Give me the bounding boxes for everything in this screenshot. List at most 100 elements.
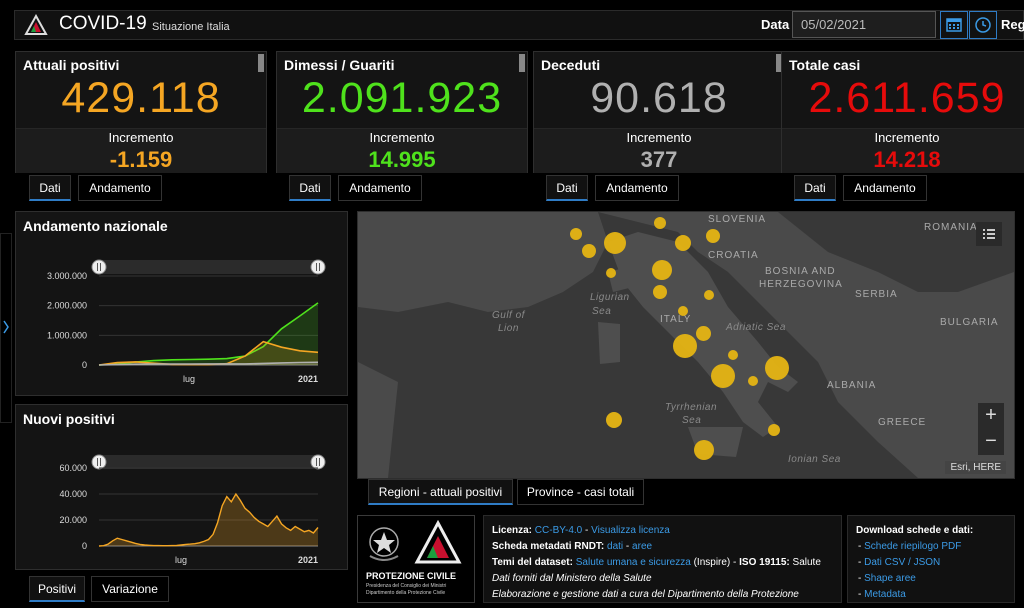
map-sea-label: Ionian Sea — [788, 454, 841, 465]
footer-logo-sub: Dipartimento della Protezione Civile — [366, 590, 446, 596]
y-tick-label: 0 — [82, 360, 87, 370]
map-sea-label: Adriatic Sea — [726, 322, 786, 333]
themes-link[interactable]: Salute umana e sicurezza — [575, 557, 691, 568]
map-bubble[interactable] — [765, 356, 789, 380]
download-pdf-link[interactable]: Schede riepilogo PDF — [864, 541, 962, 552]
map-bubble[interactable] — [654, 217, 666, 229]
download-item: - Schede riepilogo PDF — [858, 541, 962, 552]
y-tick-label: 60.000 — [59, 463, 87, 473]
protezione-civile-logo-icon — [24, 14, 48, 35]
license-link[interactable]: CC-BY-4.0 — [534, 525, 583, 536]
range-slider-handle[interactable] — [310, 454, 326, 470]
iso-value: Salute — [789, 557, 821, 568]
card-increment-label: Incremento — [108, 130, 174, 145]
side-panel-toggle[interactable] — [0, 233, 12, 423]
plus-icon: + — [985, 404, 997, 426]
map-bubble[interactable] — [704, 290, 714, 300]
range-slider-handle[interactable] — [91, 454, 107, 470]
y-tick-label: 1.000.000 — [47, 330, 87, 340]
chart-panel-nuovi-positivi: Nuovi positivi 0 20.000 40.000 60.000 lug 202… — [15, 404, 348, 570]
zoom-in-button[interactable]: + — [978, 403, 1004, 429]
y-tick-label: 3.000.000 — [47, 271, 87, 281]
tab-dati[interactable]: Dati — [29, 175, 71, 201]
clock-button[interactable] — [969, 11, 997, 39]
tab-regioni[interactable]: Regioni - attuali positivi — [368, 479, 513, 505]
map-bubble[interactable] — [606, 412, 622, 428]
map-bubble[interactable] — [673, 334, 697, 358]
card-title: Deceduti — [541, 57, 601, 73]
iso-label: ISO 19115: — [739, 557, 790, 568]
calendar-button[interactable] — [940, 11, 968, 39]
card-scrollbar[interactable] — [258, 54, 264, 72]
tab-positivi[interactable]: Positivi — [29, 576, 85, 602]
metadata-line: Scheda metadati RNDT: dati - aree — [492, 541, 652, 552]
tab-variazione[interactable]: Variazione — [91, 576, 169, 602]
map-bubble[interactable] — [768, 424, 780, 436]
metadata-aree-link[interactable]: aree — [632, 541, 653, 552]
card-increment-value: 377 — [640, 147, 678, 172]
x-tick-label: lug — [175, 555, 187, 565]
tab-andamento[interactable]: Andamento — [78, 175, 162, 201]
map-bubble[interactable] — [652, 260, 672, 280]
map-bubble[interactable] — [711, 364, 735, 388]
metadata-dati-link[interactable]: dati — [607, 541, 624, 552]
app-subtitle: Situazione Italia — [152, 21, 230, 33]
map-bubble[interactable] — [653, 285, 667, 299]
tab-andamento[interactable]: Andamento — [338, 175, 422, 201]
region-label: Reg — [1001, 17, 1024, 32]
app-title: COVID-19 — [59, 13, 147, 34]
tab-province[interactable]: Province - casi totali — [517, 479, 644, 505]
map-bubble[interactable] — [748, 376, 758, 386]
tab-dati[interactable]: Dati — [794, 175, 836, 201]
zoom-out-button[interactable]: − — [978, 429, 1004, 455]
tab-andamento[interactable]: Andamento — [595, 175, 679, 201]
map-bubble[interactable] — [696, 326, 711, 341]
map-bubble[interactable] — [606, 268, 616, 278]
map-bubble[interactable] — [706, 229, 720, 243]
map-bubble[interactable] — [675, 235, 691, 251]
card-scrollbar[interactable] — [519, 54, 525, 72]
card-totale-casi: Totale casi 2.611.659 Incremento 14.218 — [781, 51, 1024, 173]
download-item: - Metadata — [858, 589, 906, 600]
x-tick-label: lug — [183, 374, 195, 384]
map-bubble[interactable] — [694, 440, 714, 460]
card-attuali-positivi: Attuali positivi 429.118 Incremento -1.1… — [15, 51, 267, 173]
date-input[interactable]: 05/02/2021 — [792, 11, 936, 38]
themes-label: Temi del dataset: — [492, 557, 573, 568]
map-sea-label: Sea — [592, 306, 612, 317]
range-slider-handle[interactable] — [310, 259, 326, 275]
themes-rest: (Inspire) - — [690, 557, 740, 568]
themes-line: Temi del dataset: Salute umana e sicurez… — [492, 557, 821, 568]
map-sea-label: Lion — [498, 323, 519, 334]
emblem-icon — [369, 527, 399, 561]
tab-dati[interactable]: Dati — [546, 175, 588, 201]
map-bubble[interactable] — [582, 244, 596, 258]
data-management-text: Elaborazione e gestione dati a cura del … — [492, 589, 799, 600]
map-bubble[interactable] — [570, 228, 582, 240]
map-sea-label: Ligurian — [590, 292, 630, 303]
download-csv-link[interactable]: Dati CSV / JSON — [864, 557, 941, 568]
map-legend-button[interactable] — [976, 222, 1002, 246]
map-bubble[interactable] — [678, 306, 688, 316]
download-shape-link[interactable]: Shape aree — [864, 573, 916, 584]
tab-andamento[interactable]: Andamento — [843, 175, 927, 201]
line-chart: 0 1.000.000 2.000.000 3.000.000 lug 2021 — [47, 259, 326, 384]
map-bubble[interactable] — [604, 232, 626, 254]
map-label: HERZEGOVINA — [759, 279, 843, 290]
series-area — [99, 302, 318, 365]
chart-title: Nuovi positivi — [23, 411, 115, 427]
y-tick-label: 0 — [82, 541, 87, 551]
map-bubble[interactable] — [728, 350, 738, 360]
download-metadata-link[interactable]: Metadata — [864, 589, 906, 600]
card-scrollbar[interactable] — [776, 54, 782, 72]
map-sea-label: Tyrrhenian — [665, 402, 718, 413]
download-item: - Dati CSV / JSON — [858, 557, 941, 568]
range-slider-handle[interactable] — [91, 259, 107, 275]
map-view[interactable]: SLOVENIA CROATIA ROMANIA BOSNIA AND HERZ… — [357, 211, 1015, 479]
map-label: SLOVENIA — [708, 214, 767, 225]
view-license-link[interactable]: Visualizza licenza — [591, 525, 670, 536]
download-title: Download schede e dati: — [856, 525, 974, 536]
tab-dati[interactable]: Dati — [289, 175, 331, 201]
footer-logo-sub: Presidenza del Consiglio dei Ministri — [366, 583, 447, 589]
protezione-civile-icon — [414, 520, 462, 564]
